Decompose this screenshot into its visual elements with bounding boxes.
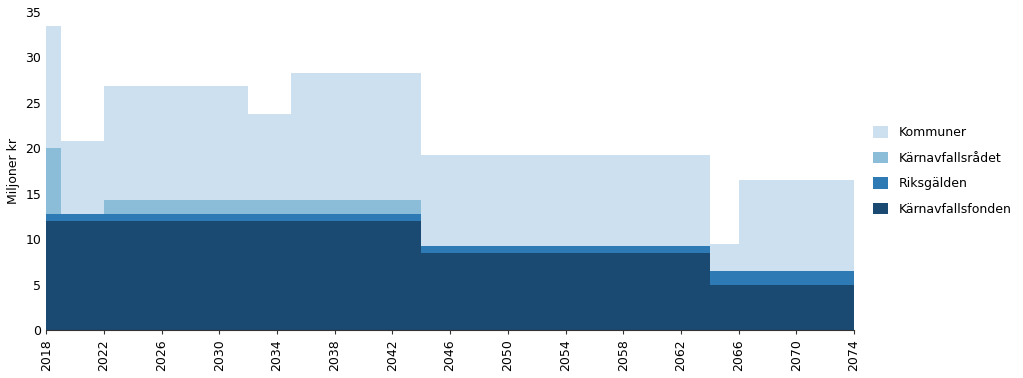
- Y-axis label: Miljoner kr: Miljoner kr: [7, 138, 19, 204]
- Legend: Kommuner, Kärnavfallsrådet, Riksgälden, Kärnavfallsfonden: Kommuner, Kärnavfallsrådet, Riksgälden, …: [869, 121, 1016, 221]
